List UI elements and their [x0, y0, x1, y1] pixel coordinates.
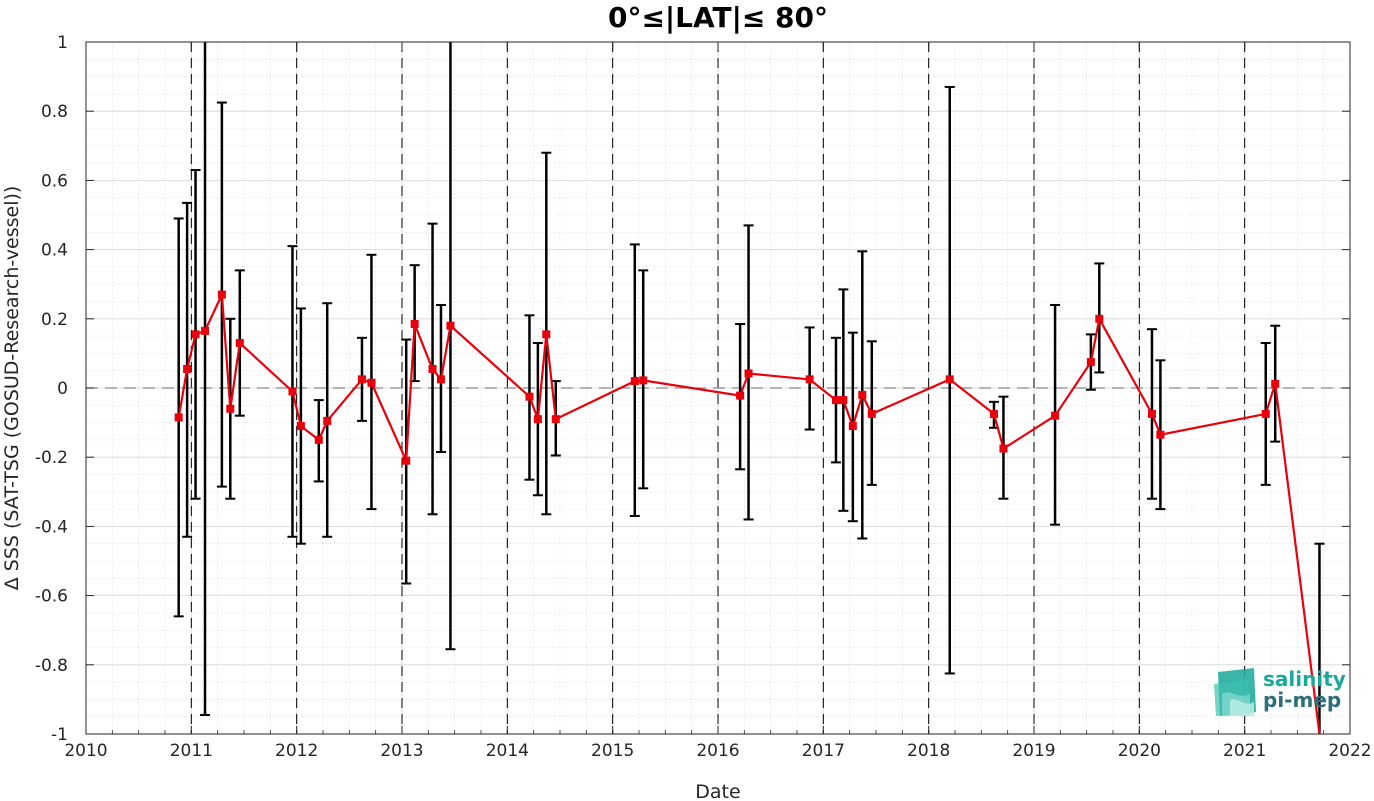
axis-ticks [85, 41, 1351, 735]
y-tick-label: 0.6 [41, 171, 68, 191]
data-point [288, 387, 297, 396]
x-tick-label: 2012 [275, 741, 318, 761]
x-tick-label: 2022 [1328, 741, 1371, 761]
x-tick-label: 2021 [1223, 741, 1266, 761]
y-axis-title: Δ SSS (SAT-TSG (GOSUD-Research-vessel)) [1, 186, 23, 591]
data-point [314, 435, 323, 444]
data-point [839, 396, 848, 405]
x-axis-title: Date [695, 781, 740, 801]
data-point [226, 404, 235, 413]
data-point [235, 339, 244, 348]
salinity-pi-mep-logo: salinity pi-mep [1214, 667, 1346, 716]
x-tick-label: 2020 [1118, 741, 1161, 761]
data-point [296, 422, 305, 431]
data-point [367, 378, 376, 387]
y-tick-label: 0.8 [41, 102, 68, 122]
x-tick-labels: 2010 2011 2012 2013 2014 2015 2016 2017 2018 2019… [64, 741, 1371, 761]
data-markers [174, 290, 1280, 465]
logo-line1: salinity [1263, 667, 1346, 691]
y-tick-label: -0.8 [35, 656, 68, 676]
x-tick-label: 2011 [170, 741, 213, 761]
y-tick-label: -0.4 [35, 517, 68, 537]
x-tick-label: 2017 [802, 741, 845, 761]
x-tick-label: 2018 [907, 741, 950, 761]
data-point [446, 321, 455, 330]
y-tick-label: -1 [51, 725, 68, 745]
data-point [402, 456, 411, 465]
data-point [201, 326, 210, 335]
data-point [357, 375, 366, 384]
data-point [1261, 409, 1270, 418]
data-point [174, 413, 183, 422]
x-tick-label: 2019 [1012, 741, 1055, 761]
chart-title: 0°≤|LAT|≤ 80° [608, 1, 828, 34]
data-point [867, 409, 876, 418]
data-point [858, 390, 867, 399]
data-point [551, 415, 560, 424]
x-tick-label: 2016 [696, 741, 739, 761]
data-point [1095, 314, 1104, 323]
data-point [1156, 430, 1165, 439]
data-point [848, 422, 857, 431]
data-point [1051, 411, 1060, 420]
data-point [191, 330, 200, 339]
data-point [630, 377, 639, 386]
data-point [831, 396, 840, 405]
data-point [183, 364, 192, 373]
data-point [989, 409, 998, 418]
y-tick-label: 0.2 [41, 310, 68, 330]
x-tick-label: 2014 [486, 741, 529, 761]
data-point [217, 290, 226, 299]
y-tick-label: -0.2 [35, 448, 68, 468]
y-tick-labels: -1 -0.8 -0.6 -0.4 -0.2 0 0.2 0.4 0.6 0.8 1 [35, 33, 68, 745]
data-point [945, 375, 954, 384]
data-point [410, 319, 419, 328]
y-tick-label: 0 [57, 379, 68, 399]
data-point [736, 391, 745, 400]
data-point [436, 375, 445, 384]
x-tick-label: 2015 [591, 741, 634, 761]
data-point [542, 330, 551, 339]
data-point [744, 369, 753, 378]
data-point [1271, 379, 1280, 388]
data-point [323, 416, 332, 425]
data-point [525, 392, 534, 401]
data-point [533, 415, 542, 424]
logo-line2: pi-mep [1263, 688, 1341, 712]
y-tick-label: 0.4 [41, 241, 68, 261]
data-point [428, 364, 437, 373]
logo-waves-icon [1214, 668, 1256, 716]
data-point [805, 375, 814, 384]
y-tick-label: 1 [57, 33, 68, 53]
data-point [639, 376, 648, 385]
x-tick-label: 2013 [380, 741, 423, 761]
data-point [1147, 409, 1156, 418]
data-point [1086, 358, 1095, 367]
data-point [999, 444, 1008, 453]
x-tick-label: 2010 [64, 741, 107, 761]
y-tick-label: -0.6 [35, 587, 68, 607]
